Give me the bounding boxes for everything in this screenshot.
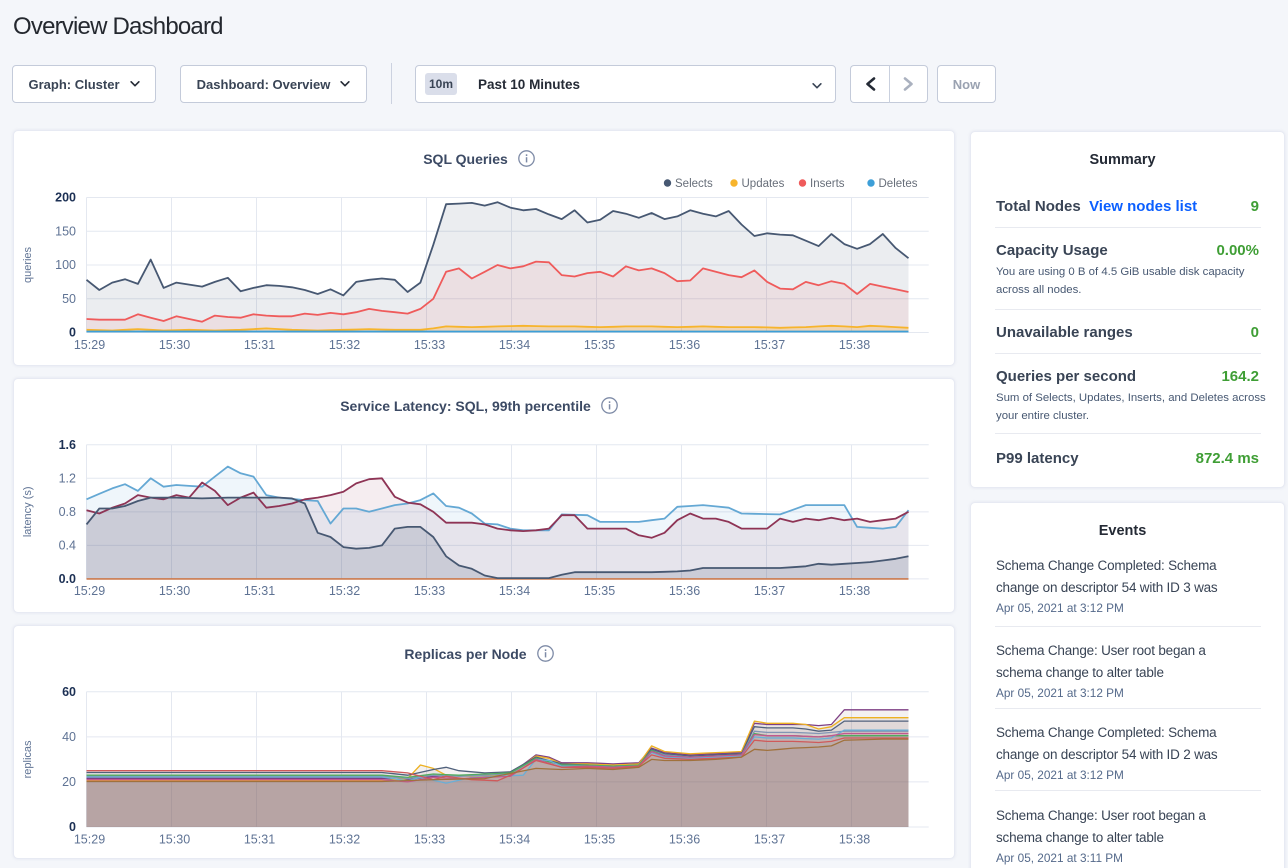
svg-text:100: 100 xyxy=(55,258,76,272)
svg-text:15:36: 15:36 xyxy=(669,584,700,598)
svg-text:0.8: 0.8 xyxy=(59,505,76,519)
svg-text:15:37: 15:37 xyxy=(754,584,785,598)
svg-text:15:31: 15:31 xyxy=(244,833,275,847)
svg-text:0: 0 xyxy=(69,820,76,834)
svg-text:15:36: 15:36 xyxy=(669,833,700,847)
svg-text:0: 0 xyxy=(69,326,76,340)
svg-text:15:33: 15:33 xyxy=(414,584,445,598)
svg-text:15:34: 15:34 xyxy=(499,584,530,598)
svg-text:replicas: replicas xyxy=(22,740,34,778)
svg-text:15:37: 15:37 xyxy=(754,833,785,847)
svg-text:60: 60 xyxy=(62,685,76,699)
svg-text:40: 40 xyxy=(62,730,76,744)
svg-text:15:29: 15:29 xyxy=(74,338,105,352)
svg-text:15:31: 15:31 xyxy=(244,584,275,598)
svg-text:15:31: 15:31 xyxy=(244,338,275,352)
svg-text:latency (s): latency (s) xyxy=(22,486,34,537)
svg-text:15:34: 15:34 xyxy=(499,338,530,352)
svg-text:200: 200 xyxy=(55,191,76,205)
svg-text:15:29: 15:29 xyxy=(74,584,105,598)
svg-text:15:35: 15:35 xyxy=(584,584,615,598)
svg-text:15:37: 15:37 xyxy=(754,338,785,352)
svg-text:15:30: 15:30 xyxy=(159,338,190,352)
svg-text:15:38: 15:38 xyxy=(839,833,870,847)
svg-text:15:33: 15:33 xyxy=(414,833,445,847)
svg-text:15:33: 15:33 xyxy=(414,338,445,352)
svg-text:15:30: 15:30 xyxy=(159,584,190,598)
svg-text:1.6: 1.6 xyxy=(59,438,76,452)
svg-text:20: 20 xyxy=(62,775,76,789)
svg-text:Selects: Selects xyxy=(675,178,713,190)
svg-text:50: 50 xyxy=(62,292,76,306)
svg-text:15:35: 15:35 xyxy=(584,833,615,847)
svg-text:0.0: 0.0 xyxy=(59,572,76,586)
svg-text:15:30: 15:30 xyxy=(159,833,190,847)
svg-text:queries: queries xyxy=(22,246,34,283)
svg-text:15:32: 15:32 xyxy=(329,833,360,847)
svg-text:15:38: 15:38 xyxy=(839,338,870,352)
svg-text:0.4: 0.4 xyxy=(59,539,76,553)
svg-text:Deletes: Deletes xyxy=(879,178,918,190)
svg-text:15:38: 15:38 xyxy=(839,584,870,598)
svg-text:15:36: 15:36 xyxy=(669,338,700,352)
svg-text:Inserts: Inserts xyxy=(810,178,845,190)
svg-text:15:32: 15:32 xyxy=(329,584,360,598)
svg-text:1.2: 1.2 xyxy=(59,472,76,486)
svg-text:Updates: Updates xyxy=(742,178,785,190)
svg-text:15:34: 15:34 xyxy=(499,833,530,847)
svg-text:15:29: 15:29 xyxy=(74,833,105,847)
svg-text:150: 150 xyxy=(55,225,76,239)
svg-text:15:32: 15:32 xyxy=(329,338,360,352)
svg-text:15:35: 15:35 xyxy=(584,338,615,352)
